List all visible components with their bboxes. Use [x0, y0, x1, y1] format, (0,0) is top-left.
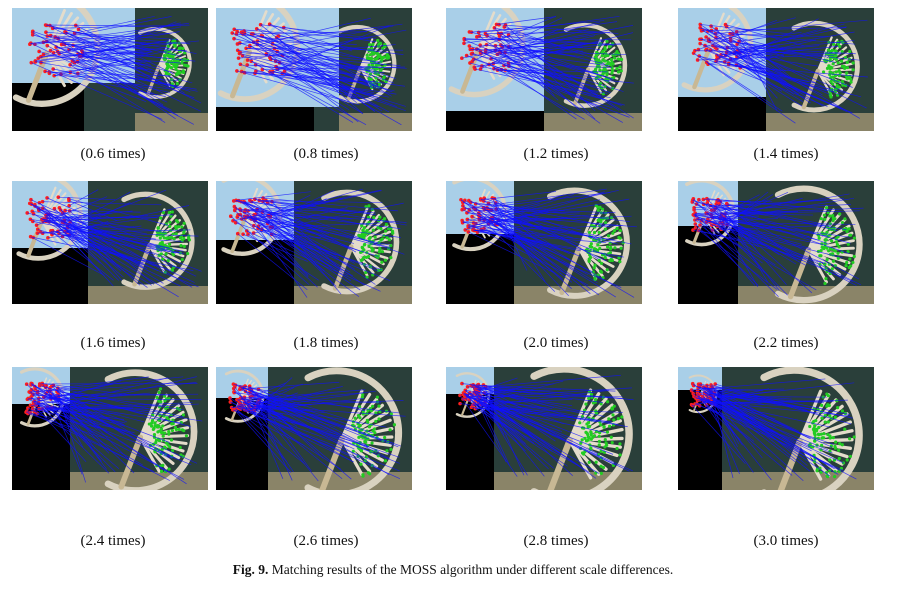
scale-label: (2.8 times)	[523, 533, 589, 549]
matching-result-image	[216, 367, 412, 490]
scale-label: (3.0 times)	[753, 533, 819, 549]
matching-result-image	[446, 367, 642, 490]
matching-result-svg	[678, 367, 874, 490]
scale-label: (2.2 times)	[753, 335, 819, 351]
matching-result-svg	[216, 367, 412, 490]
matching-result-image	[678, 8, 874, 131]
scale-label: (2.0 times)	[523, 335, 589, 351]
matching-result-svg	[216, 8, 412, 131]
matching-result-svg	[446, 8, 642, 131]
matching-result-svg	[12, 367, 208, 490]
matching-result-image	[446, 181, 642, 304]
matching-result-image	[678, 367, 874, 490]
matching-result-svg	[446, 181, 642, 304]
matching-result-svg	[216, 181, 412, 304]
matching-result-svg	[12, 181, 208, 304]
matching-result-svg	[12, 8, 208, 131]
scale-label: (1.2 times)	[523, 146, 589, 162]
scale-label: (1.6 times)	[80, 335, 146, 351]
matching-result-image	[216, 8, 412, 131]
scale-label: (2.6 times)	[293, 533, 359, 549]
scale-label: (0.8 times)	[293, 146, 359, 162]
matching-result-svg	[678, 181, 874, 304]
matching-result-image	[678, 181, 874, 304]
scale-label: (2.4 times)	[80, 533, 146, 549]
figure-number: Fig. 9.	[232, 562, 269, 577]
scale-label: (1.8 times)	[293, 335, 359, 351]
figure-caption: Fig. 9. Matching results of the MOSS alg…	[0, 562, 906, 578]
matching-result-image	[216, 181, 412, 304]
matching-result-image	[446, 8, 642, 131]
matching-result-image	[12, 181, 208, 304]
figure-caption-text: Matching results of the MOSS algorithm u…	[271, 562, 674, 577]
matching-result-image	[12, 8, 208, 131]
matching-result-svg	[446, 367, 642, 490]
matching-result-svg	[678, 8, 874, 131]
matching-result-image	[12, 367, 208, 490]
scale-label: (0.6 times)	[80, 146, 146, 162]
scale-label: (1.4 times)	[753, 146, 819, 162]
